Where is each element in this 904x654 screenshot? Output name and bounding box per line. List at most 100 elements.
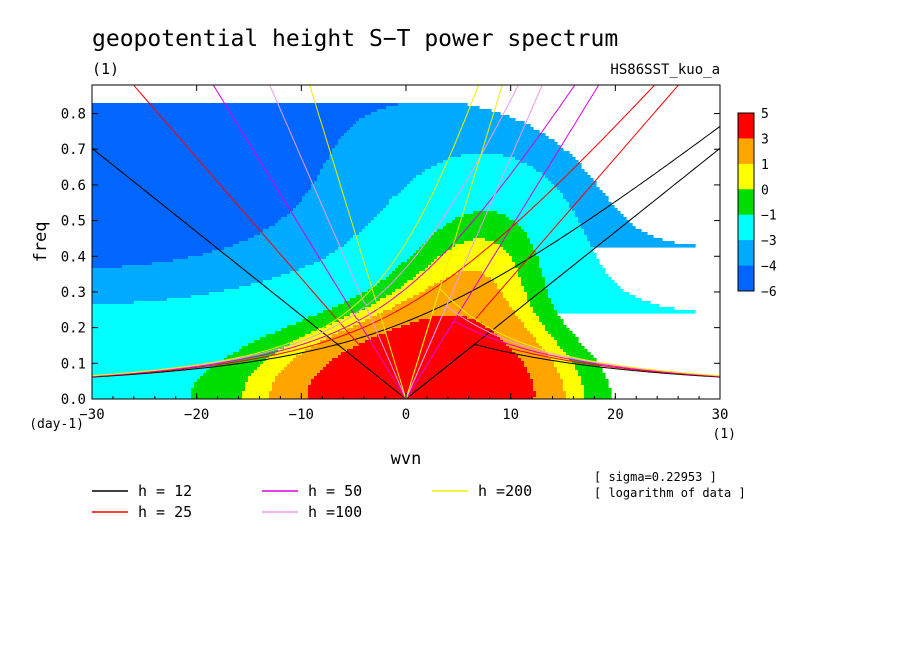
contour-cell [275, 379, 312, 383]
contour-cell [584, 385, 609, 389]
contour-cell [365, 340, 504, 344]
contour-cell [92, 154, 330, 158]
contour-cell [371, 316, 432, 320]
contour-cell [578, 220, 630, 224]
contour-cell [254, 340, 294, 344]
contour-cell [386, 205, 570, 209]
contour-cell [92, 178, 318, 182]
contour-cell [542, 172, 588, 176]
contour-cell [92, 310, 324, 314]
contour-cell [431, 316, 468, 320]
contour-cell [92, 346, 243, 350]
contour-cell [578, 373, 606, 377]
contour-cell [284, 367, 324, 371]
contour-cell [281, 370, 321, 374]
contour-cell [392, 196, 564, 200]
contour-cell [242, 346, 285, 350]
contour-cell [401, 262, 432, 266]
contour-cell [272, 382, 312, 386]
contour-cell [383, 208, 573, 212]
contour-cell [584, 391, 612, 395]
contour-cell [92, 274, 282, 278]
contour-cell [92, 349, 240, 353]
dispersion-curve-h200 [92, 287, 720, 399]
contour-cell [335, 145, 561, 149]
contour-cell [350, 127, 534, 131]
contour-cell [92, 373, 204, 377]
y-axis-label: freq [31, 222, 51, 263]
contour-cell [581, 376, 606, 380]
contour-cell [317, 373, 531, 377]
contour-cell [302, 196, 393, 200]
contour-cell [536, 169, 585, 173]
contour-cell [512, 307, 534, 311]
contour-cell [509, 304, 531, 308]
contour-cell [452, 220, 516, 224]
contour-cell [521, 319, 540, 323]
contour-cell [584, 394, 612, 398]
contour-cell [518, 271, 543, 275]
contour-cell [518, 355, 549, 359]
contour-cell [410, 181, 552, 185]
dispersion-curve-h100 [92, 306, 720, 399]
contour-cell [551, 181, 597, 185]
contour-cell [92, 295, 192, 299]
contour-cell [392, 328, 492, 332]
chart-subtitle-left: (1) [92, 60, 119, 78]
contour-cell [269, 391, 309, 395]
contour-cell [305, 193, 399, 197]
dispersion-curve-h12 [92, 125, 720, 345]
contour-cell [515, 157, 576, 161]
contour-cell [92, 316, 309, 320]
contour-cell [536, 340, 558, 344]
contour-cell [542, 274, 609, 278]
contour-cell [416, 175, 546, 179]
contour-cell [92, 313, 318, 317]
contour-cell [242, 391, 270, 395]
contour-cell [434, 259, 513, 263]
contour-cell [359, 322, 411, 326]
contour-cell [443, 253, 510, 257]
colorbar-swatch [738, 163, 754, 190]
contour-cell [584, 229, 642, 233]
contour-cell [326, 325, 354, 329]
x-axis-unit: (1) [713, 427, 736, 442]
contour-cell [92, 361, 219, 365]
contour-cell [542, 346, 561, 350]
contour-cell [335, 250, 417, 254]
contour-cell [422, 172, 543, 176]
contour-cell [173, 259, 321, 263]
contour-cell [536, 337, 555, 341]
contour-cell [92, 139, 339, 143]
contour-cell [527, 298, 552, 302]
contour-cell [509, 253, 537, 257]
contour-cell [413, 295, 504, 299]
contour-cell [311, 187, 405, 191]
contour-cell [302, 319, 339, 323]
contour-cell [353, 124, 531, 128]
contour-cell [92, 163, 324, 167]
y-tick-label: 0.2 [61, 321, 86, 337]
contour-cell [329, 157, 450, 161]
contour-cell [485, 274, 519, 278]
contour-cell [224, 289, 369, 293]
contour-cell [521, 226, 582, 230]
contour-cell [323, 166, 432, 170]
contour-cell [92, 157, 330, 161]
contour-cell [293, 358, 333, 362]
contour-cell [275, 376, 315, 380]
contour-cell [92, 388, 192, 392]
contour-cell [533, 310, 558, 314]
contour-cell [371, 337, 501, 341]
x-tick-label: 20 [607, 407, 624, 423]
contour-cell [533, 247, 594, 251]
contour-cell [533, 166, 582, 170]
x-tick-label: −20 [184, 407, 209, 423]
legend-label: h = 12 [138, 482, 192, 500]
contour-cell [338, 139, 555, 143]
contour-cell [92, 193, 306, 197]
contour-cell [374, 217, 456, 221]
contour-cell [92, 322, 297, 326]
dispersion-curve-h12 [92, 344, 720, 399]
contour-cell [323, 310, 360, 314]
